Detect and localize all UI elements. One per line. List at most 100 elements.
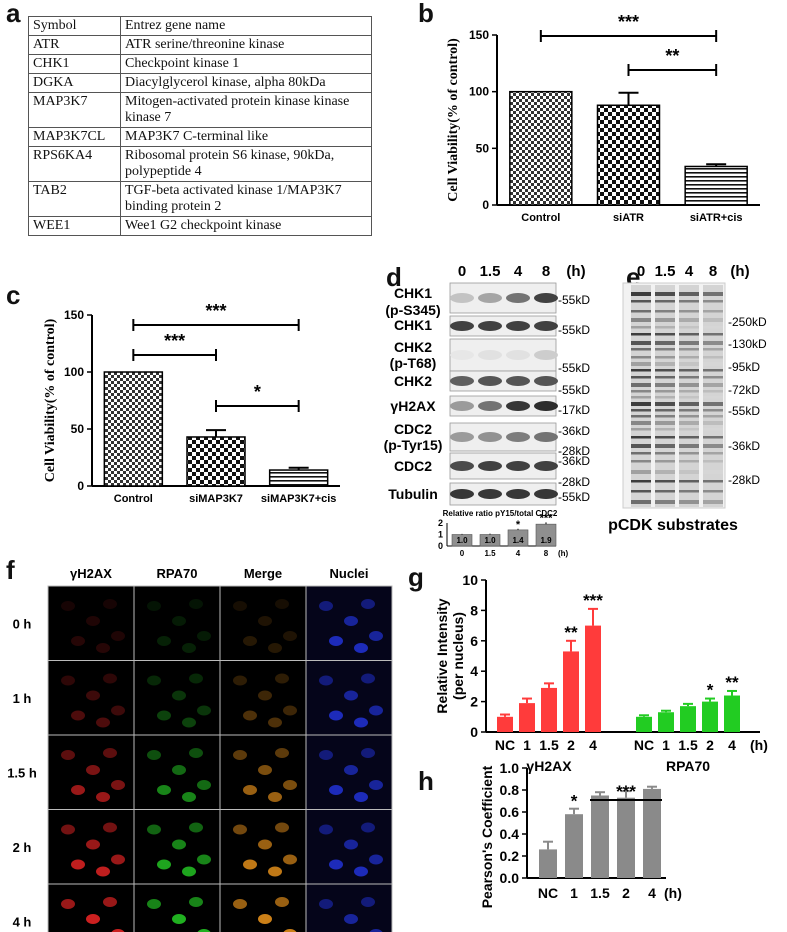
nucleus: [361, 897, 375, 907]
blot-caption: pCDK substrates: [608, 517, 738, 534]
nucleus: [111, 705, 125, 716]
size-marker: -17kD: [558, 403, 590, 417]
bar: [684, 165, 748, 206]
nucleus: [344, 839, 358, 850]
blot-band: [631, 480, 651, 483]
blot-band: [703, 500, 723, 504]
nucleus: [361, 673, 375, 684]
nucleus: [197, 631, 211, 641]
panel-label-g: g: [408, 562, 424, 592]
time-label: 8: [709, 263, 717, 280]
blot-band: [703, 480, 723, 483]
bar: [563, 651, 579, 732]
category-label: 4: [516, 549, 521, 558]
bar: [680, 706, 696, 732]
micro-cell: [219, 883, 307, 932]
blot-band: [478, 376, 502, 386]
bar: [596, 104, 661, 206]
time-label: 4: [685, 263, 694, 280]
nucleus: [189, 673, 203, 684]
blot-band: [450, 321, 474, 331]
data-label: 1.9: [540, 536, 552, 545]
micro-cell: [47, 734, 135, 810]
nucleus: [344, 616, 358, 626]
nucleus: [182, 792, 196, 802]
category-label: 4: [728, 737, 736, 753]
y-axis-label: Relative Intensity: [434, 598, 450, 713]
blot-band: [679, 376, 699, 379]
category-label: 1.5: [484, 549, 496, 558]
bar: [509, 90, 573, 206]
size-marker: -130kD: [728, 337, 767, 351]
blot-row-label: CHK2: [394, 373, 432, 389]
blot-band: [478, 432, 502, 442]
gene-name: Wee1 G2 checkpoint kinase: [120, 216, 372, 236]
blot-band: [655, 402, 675, 406]
blot-band: [679, 318, 699, 322]
nucleus: [157, 859, 171, 870]
nucleus: [61, 675, 75, 686]
size-marker: -28kD: [558, 475, 590, 489]
blot-band: [478, 461, 502, 471]
blot-band: [655, 348, 675, 351]
y-tick-label: 100: [64, 365, 84, 379]
blot-band: [506, 321, 530, 331]
blot-band: [534, 401, 558, 411]
nucleus: [283, 929, 297, 932]
blot-row-label: (p-S345): [385, 302, 440, 318]
blot-band: [703, 292, 723, 296]
category-label: 4: [648, 885, 656, 901]
significance-label: ***: [618, 12, 639, 32]
nucleus: [361, 822, 375, 833]
y-tick-label: 0.8: [500, 782, 520, 798]
blot-band: [631, 390, 651, 393]
blot-band: [450, 401, 474, 411]
blot-band: [655, 490, 675, 493]
nucleus: [354, 866, 368, 877]
nucleus: [147, 824, 161, 835]
nucleus: [268, 866, 282, 877]
nucleus: [182, 643, 196, 653]
blot-band: [631, 369, 651, 372]
blot-band: [534, 461, 558, 471]
blot-band: [703, 460, 723, 463]
data-label: 1.0: [456, 536, 468, 545]
nucleus: [197, 780, 211, 790]
nucleus: [103, 897, 117, 907]
category-label: NC: [538, 885, 558, 901]
blot-band: [534, 321, 558, 331]
blot-band: [655, 300, 675, 303]
nucleus: [369, 780, 383, 790]
size-marker: -55kD: [558, 383, 590, 397]
significance-label: ***: [583, 591, 603, 610]
time-label: 4: [514, 263, 523, 280]
micro-cell: [47, 660, 135, 736]
y-axis-label: (per nucleus): [450, 612, 466, 700]
blot-band: [655, 310, 675, 313]
nucleus: [61, 750, 75, 760]
category-label: 1.5: [539, 737, 559, 753]
category-label: 8: [544, 549, 549, 558]
category-label: 2: [567, 737, 575, 753]
data-label: 1.4: [512, 536, 524, 545]
blot-band: [506, 432, 530, 442]
nucleus: [243, 710, 257, 721]
bar: [268, 469, 329, 487]
row-label: 0 h: [13, 616, 32, 631]
blot-band: [631, 341, 651, 345]
y-axis-label: Pearson's Coefficient: [479, 765, 495, 908]
nucleus: [319, 675, 333, 686]
y-tick-label: 4: [470, 663, 478, 679]
blot-band: [679, 356, 699, 359]
y-tick-label: 0: [77, 479, 84, 493]
blot-band: [631, 383, 651, 387]
y-tick-label: 1.0: [500, 760, 520, 776]
time-unit: (h): [730, 263, 749, 280]
nucleus: [344, 914, 358, 924]
blot-band: [679, 490, 699, 493]
category-label: siATR+cis: [690, 212, 743, 224]
blot-band: [679, 460, 699, 463]
y-axis-label: Cell Viability(% of control): [446, 38, 461, 202]
